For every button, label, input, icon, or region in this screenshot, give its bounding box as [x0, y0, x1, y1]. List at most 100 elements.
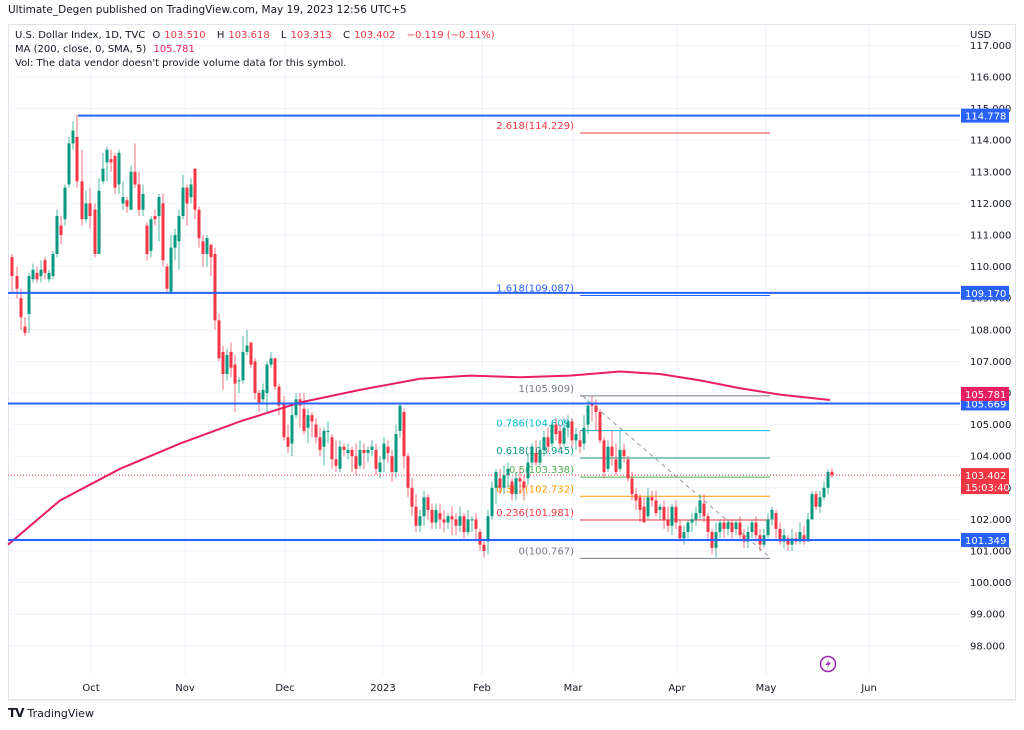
candle-body	[402, 411, 406, 457]
candle-body	[470, 519, 474, 521]
candle-body	[734, 522, 738, 529]
time-tick: Apr	[668, 683, 686, 694]
candle-body	[666, 519, 670, 526]
candle-body	[578, 440, 582, 447]
open-group: O 103.510	[152, 30, 209, 41]
candle-body	[662, 506, 666, 520]
candle-body	[670, 506, 674, 526]
candle-body	[51, 253, 55, 277]
price-tick: 107.000	[970, 357, 1011, 368]
candle-body	[490, 487, 494, 517]
candle-body	[177, 216, 181, 242]
candle-body	[510, 481, 514, 495]
candle-body	[161, 203, 165, 261]
candle-body	[554, 424, 558, 435]
candle-body	[802, 535, 806, 542]
candle-body	[169, 247, 173, 292]
price-tick: 110.000	[970, 262, 1011, 273]
candle-body	[814, 494, 818, 507]
price-tick: 105.000	[970, 420, 1011, 431]
candle-body	[534, 453, 538, 463]
price-tick: 116.000	[970, 73, 1011, 84]
candle-body	[101, 168, 105, 182]
candle-body	[390, 456, 394, 472]
candle-body	[454, 519, 458, 526]
candle-body	[15, 276, 19, 289]
ma-label[interactable]: MA (200, close, 0, SMA, 5)	[15, 44, 147, 55]
candle-body	[35, 272, 39, 280]
candle-body	[121, 197, 125, 204]
candle-body	[466, 519, 470, 533]
candle-body	[418, 516, 422, 526]
fib-trend-line	[582, 395, 771, 558]
price-tick: 98.000	[970, 641, 1005, 652]
candle-body	[414, 506, 418, 526]
price-tick: 111.000	[970, 231, 1011, 242]
candle-body	[185, 187, 189, 204]
candle-body	[149, 219, 153, 251]
candle-body	[306, 415, 310, 428]
horizontal-lines[interactable]	[8, 114, 960, 541]
candle-body	[277, 386, 281, 406]
candle-body	[622, 449, 626, 457]
flash-event-icon[interactable]	[819, 655, 837, 673]
bar-countdown: 15:03:40	[965, 483, 1010, 494]
candle-body	[370, 446, 374, 450]
price-badge	[961, 532, 1009, 547]
price-badge-text: 105.781	[965, 390, 1006, 401]
candle-body	[241, 351, 245, 381]
candle-body	[394, 434, 398, 472]
time-axis[interactable]: Oct Nov Dec 2023 Feb Mar Apr May Jun	[8, 683, 1016, 701]
chart-legend: U.S. Dollar Index, 1D, TVC O 103.510 H 103…	[15, 29, 499, 71]
candle-body	[225, 355, 229, 375]
candle-body	[450, 516, 454, 520]
candle-body	[282, 402, 286, 438]
candle-body	[682, 532, 686, 539]
candle-body	[626, 459, 630, 479]
fibonacci-extension[interactable]: 2.618(114.229) 1.618(109.087) 1(105.909) 0.…	[496, 121, 771, 559]
candle-body	[654, 500, 658, 514]
low-group: L 103.313	[281, 30, 336, 41]
candle-body	[265, 364, 269, 393]
candle-body	[574, 434, 578, 441]
high-label: H	[216, 30, 225, 41]
candle-body	[88, 203, 92, 217]
price-badge	[961, 468, 1009, 495]
symbol-name[interactable]: U.S. Dollar Index, 1D, TVC	[15, 30, 146, 41]
candle-body	[606, 446, 610, 469]
price-tick: 113.000	[970, 167, 1011, 178]
candle-body	[330, 437, 334, 460]
time-tick: Dec	[275, 683, 294, 694]
candle-body	[634, 494, 638, 501]
candle-body	[558, 430, 562, 444]
time-tick: May	[756, 683, 777, 694]
candle-body	[722, 522, 726, 529]
time-tick: Nov	[175, 683, 195, 694]
candle-body	[698, 500, 702, 514]
price-tick: 112.000	[970, 199, 1011, 210]
candle-body	[646, 497, 650, 517]
candle-body	[253, 361, 257, 393]
candle-body	[137, 184, 141, 210]
candle-body	[478, 532, 482, 545]
time-tick: Feb	[473, 683, 491, 694]
candle-body	[786, 538, 790, 545]
candle-body	[31, 269, 35, 280]
price-badge-text: 101.349	[965, 536, 1006, 547]
high-value: 103.618	[228, 30, 270, 41]
time-tick: Jun	[860, 683, 877, 694]
price-axis[interactable]: 98.00099.000100.000101.000102.000103.000…	[970, 30, 1011, 652]
candle-body	[302, 408, 306, 431]
candle-body	[338, 446, 342, 469]
candle-body	[818, 497, 822, 507]
candle-body	[310, 415, 314, 422]
time-tick: Mar	[564, 683, 584, 694]
change-value: −0.119 (−0.11%)	[406, 30, 495, 41]
candle-body	[67, 143, 71, 185]
time-tick: 2023	[370, 683, 395, 694]
candle-body	[213, 253, 217, 321]
candle-body	[229, 351, 233, 368]
candle-body	[80, 181, 84, 220]
candle-body	[742, 535, 746, 542]
